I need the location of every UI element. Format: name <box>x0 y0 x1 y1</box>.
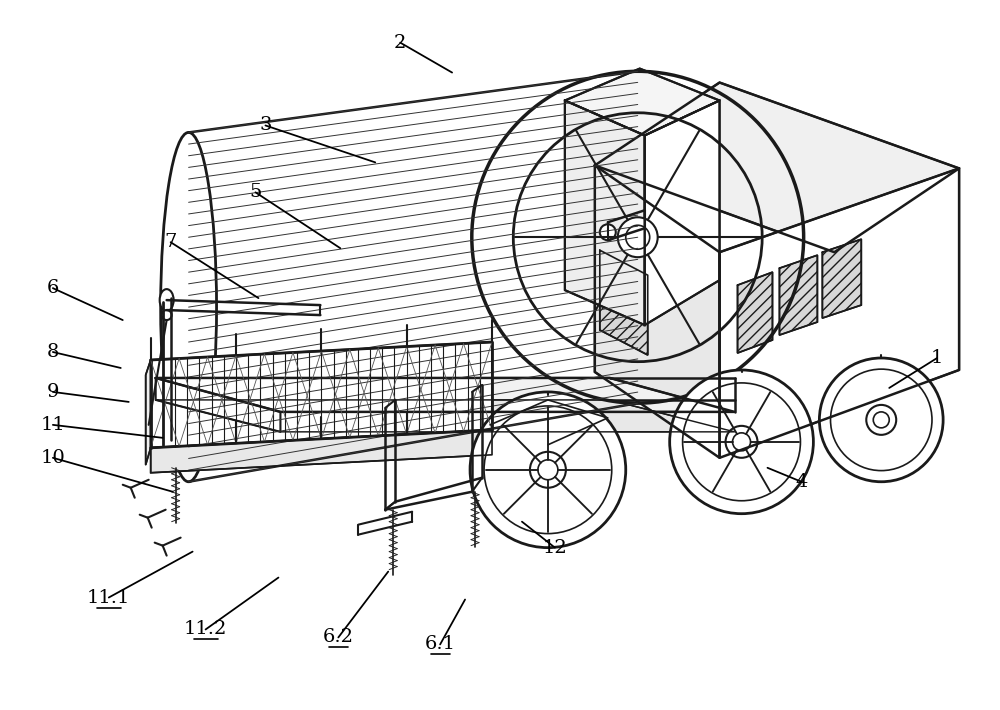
Text: 12: 12 <box>543 539 567 557</box>
Text: 6.1: 6.1 <box>425 635 456 653</box>
Circle shape <box>162 310 172 320</box>
Polygon shape <box>151 342 492 448</box>
Text: 11.2: 11.2 <box>184 621 227 638</box>
Polygon shape <box>595 82 959 252</box>
Circle shape <box>866 405 896 435</box>
Polygon shape <box>151 430 492 473</box>
Polygon shape <box>156 378 735 412</box>
Text: 6.2: 6.2 <box>323 628 354 646</box>
Polygon shape <box>720 168 959 458</box>
Circle shape <box>600 224 616 240</box>
Circle shape <box>470 392 626 547</box>
Polygon shape <box>600 250 648 355</box>
Text: 6: 6 <box>47 279 59 297</box>
Text: 9: 9 <box>47 383 59 401</box>
Text: 5: 5 <box>249 183 262 202</box>
Text: 10: 10 <box>41 449 65 466</box>
Polygon shape <box>565 69 720 136</box>
Polygon shape <box>156 378 280 432</box>
Text: 11.1: 11.1 <box>87 589 130 606</box>
Text: 11: 11 <box>41 416 65 434</box>
Polygon shape <box>645 101 720 325</box>
Circle shape <box>530 452 566 488</box>
Text: 4: 4 <box>795 473 808 491</box>
Ellipse shape <box>160 289 174 311</box>
Circle shape <box>726 426 757 458</box>
Polygon shape <box>565 101 645 325</box>
Text: 2: 2 <box>394 33 406 52</box>
Text: 7: 7 <box>164 233 177 251</box>
Polygon shape <box>822 239 861 318</box>
Polygon shape <box>738 272 772 353</box>
Polygon shape <box>595 165 720 458</box>
Text: 8: 8 <box>47 343 59 361</box>
Circle shape <box>670 370 813 514</box>
Circle shape <box>626 225 650 249</box>
Text: 1: 1 <box>931 349 943 367</box>
Polygon shape <box>779 255 817 335</box>
Circle shape <box>819 358 943 482</box>
Polygon shape <box>156 400 735 432</box>
Text: 3: 3 <box>259 116 272 134</box>
Circle shape <box>618 217 658 257</box>
Polygon shape <box>146 360 151 465</box>
